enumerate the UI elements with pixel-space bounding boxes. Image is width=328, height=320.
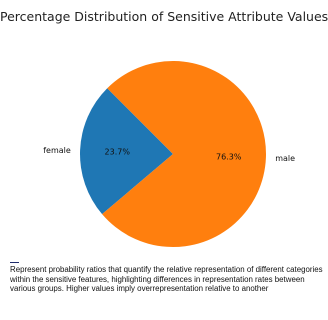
slice-percent-label-male: 76.3% bbox=[216, 152, 242, 161]
chart-caption: Represent probability ratios that quanti… bbox=[10, 265, 323, 293]
slice-category-label-male: male bbox=[275, 154, 295, 163]
caption-marker bbox=[10, 262, 19, 263]
slice-category-label-female: female bbox=[43, 146, 71, 155]
slice-percent-label-female: 23.7% bbox=[105, 148, 131, 157]
pie-chart: 23.7% female 76.3% male bbox=[43, 61, 295, 248]
chart-title: Percentage Distribution of Sensitive Att… bbox=[0, 9, 328, 24]
pie-slice-female bbox=[79, 88, 173, 215]
pie-slice-male bbox=[102, 61, 266, 248]
